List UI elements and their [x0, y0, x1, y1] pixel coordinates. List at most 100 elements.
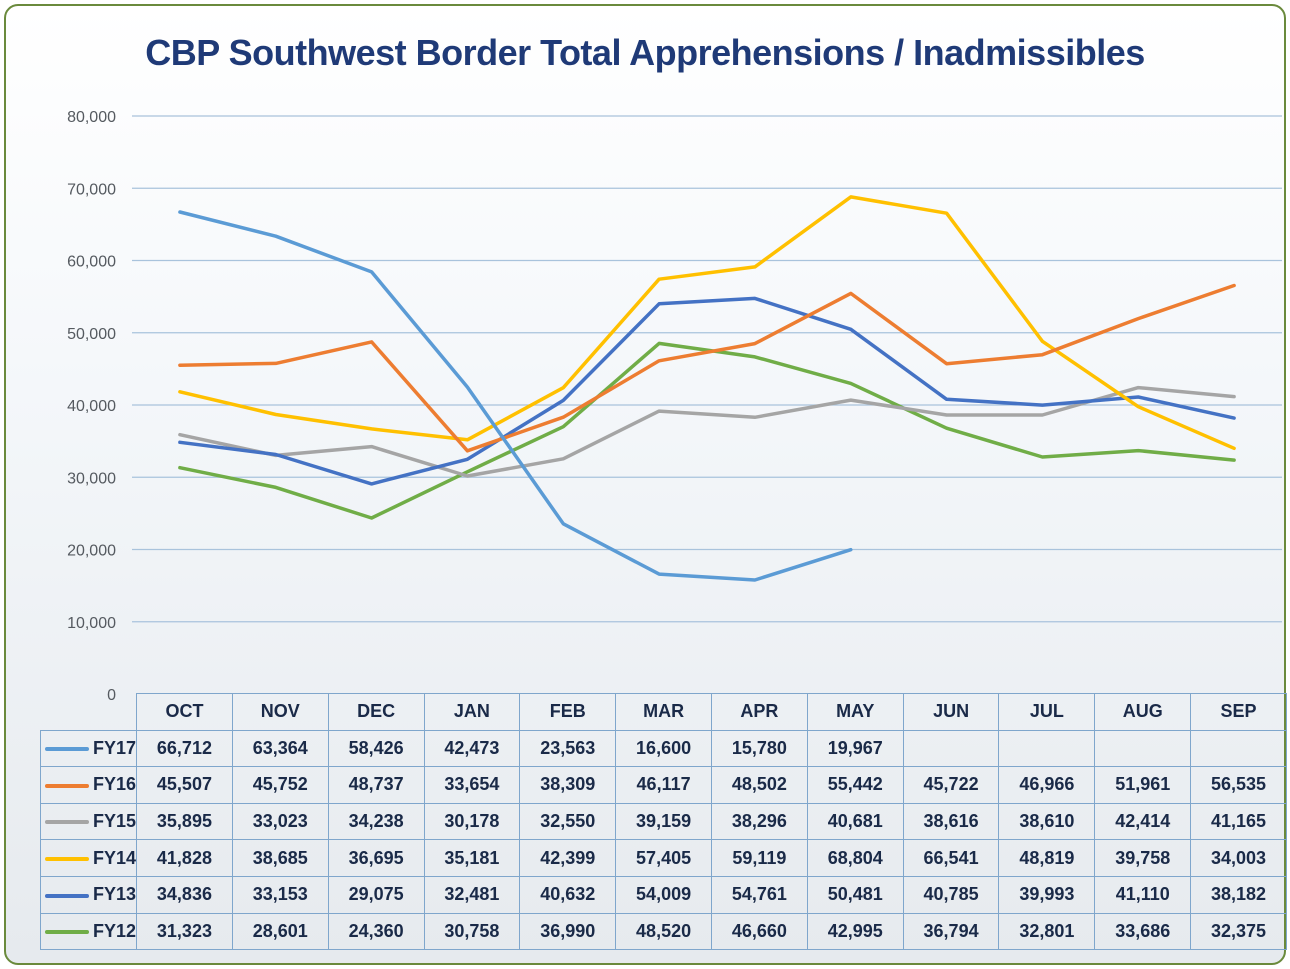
table-cell: 42,473 [423, 729, 521, 768]
table-cell: 35,181 [423, 839, 521, 877]
legend-swatch [45, 930, 89, 935]
category-header: AUG [1094, 693, 1192, 731]
legend-swatch [45, 856, 89, 861]
table-cell: 54,009 [615, 875, 712, 914]
table-cell: 32,375 [1190, 912, 1287, 951]
table-cell: 41,110 [1094, 875, 1192, 914]
legend-swatch [45, 747, 89, 752]
category-header: DEC [327, 693, 425, 731]
table-cell: 32,550 [519, 802, 617, 841]
table-cell: 16,600 [615, 729, 712, 768]
category-header: MAY [806, 693, 904, 731]
table-cell: 50,481 [806, 875, 904, 914]
category-header: JUL [998, 693, 1096, 731]
legend-entry: FY16 [39, 766, 138, 804]
legend-swatch [45, 820, 89, 825]
y-tick-label: 40,000 [67, 398, 116, 415]
table-cell: 48,502 [711, 766, 808, 804]
y-tick-label: 70,000 [67, 181, 116, 198]
series-name: FY12 [93, 920, 137, 941]
table-cell: 28,601 [231, 912, 329, 951]
table-cell: 33,153 [231, 875, 329, 914]
table-cell: 46,660 [711, 912, 808, 951]
series-name: FY16 [93, 774, 137, 795]
table-row: FY13 34,836 33,153 29,075 32,481 40,632 54,009… [39, 875, 1287, 914]
table-cell: 32,481 [423, 875, 521, 914]
table-cell [1094, 729, 1192, 768]
table-cell: 39,993 [998, 875, 1096, 914]
category-header: JUN [902, 693, 1000, 731]
table-cell: 38,182 [1190, 875, 1287, 914]
table-cell: 54,761 [711, 875, 808, 914]
table-cell: 48,819 [998, 839, 1096, 877]
series-line-fy14 [178, 195, 1236, 451]
legend-entry: FY13 [39, 875, 138, 914]
data-table: OCT NOV DEC JAN FEB MAR APR MAY JUN JUL AUG SEP FY1… [39, 693, 1287, 951]
category-header: MAR [615, 693, 712, 731]
table-cell: 33,654 [423, 766, 521, 804]
table-cell: 33,686 [1094, 912, 1192, 951]
table-cell: 30,758 [423, 912, 521, 951]
legend-swatch [45, 783, 89, 788]
series-lines [178, 195, 1236, 582]
category-header: SEP [1190, 693, 1287, 731]
table-cell [902, 729, 1000, 768]
table-cell: 24,360 [327, 912, 425, 951]
table-cell: 51,961 [1094, 766, 1192, 804]
table-cell: 31,323 [136, 912, 233, 951]
category-header: NOV [231, 693, 329, 731]
y-tick-label: 20,000 [67, 543, 116, 560]
table-cell: 63,364 [231, 729, 329, 768]
gridlines [132, 115, 1282, 623]
table-cell: 38,616 [902, 802, 1000, 841]
table-cell: 41,165 [1190, 802, 1287, 841]
series-name: FY15 [93, 811, 137, 832]
table-cell: 46,966 [998, 766, 1096, 804]
series-name: FY13 [93, 884, 137, 905]
table-cell: 57,405 [615, 839, 712, 877]
table-cell: 45,752 [231, 766, 329, 804]
table-row: FY14 41,828 38,685 36,695 35,181 42,399 57,405… [39, 839, 1287, 877]
table-cell: 19,967 [806, 729, 904, 768]
table-cell: 66,541 [902, 839, 1000, 877]
table-cell: 40,632 [519, 875, 617, 914]
table-cell: 38,610 [998, 802, 1096, 841]
category-header: FEB [519, 693, 617, 731]
table-header-row: OCT NOV DEC JAN FEB MAR APR MAY JUN JUL AUG SEP [40, 693, 1287, 731]
y-axis-ticks: 010,00020,00030,00040,00050,00060,00070,… [67, 109, 116, 704]
table-cell: 48,520 [615, 912, 712, 951]
legend-entry: FY17 [39, 729, 138, 768]
y-tick-label: 80,000 [67, 109, 116, 126]
table-cell [1190, 729, 1287, 768]
table-cell: 34,238 [327, 802, 425, 841]
series-name: FY14 [93, 847, 137, 868]
table-cell: 56,535 [1190, 766, 1287, 804]
table-cell: 68,804 [806, 839, 904, 877]
table-cell: 45,507 [136, 766, 233, 804]
table-cell: 36,695 [327, 839, 425, 877]
table-row: FY15 35,895 33,023 34,238 30,178 32,550 39,159… [39, 802, 1287, 841]
table-cell: 38,685 [231, 839, 329, 877]
table-row: FY16 45,507 45,752 48,737 33,654 38,309 46,117… [39, 766, 1287, 804]
y-tick-label: 10,000 [67, 615, 116, 632]
legend-swatch [45, 893, 89, 898]
y-tick-label: 60,000 [67, 254, 116, 271]
category-header: OCT [136, 693, 233, 731]
series-line-fy16 [178, 283, 1236, 453]
table-cell: 40,681 [806, 802, 904, 841]
table-cell: 23,563 [519, 729, 617, 768]
table-cell: 36,794 [902, 912, 1000, 951]
table-row: FY17 66,712 63,364 58,426 42,473 23,563 16,600… [39, 729, 1287, 768]
chart-title: CBP Southwest Border Total Apprehensions… [145, 32, 1145, 73]
table-cell: 48,737 [327, 766, 425, 804]
table-cell: 32,801 [998, 912, 1096, 951]
table-cell: 45,722 [902, 766, 1000, 804]
series-line-fy13 [178, 296, 1236, 486]
table-cell: 46,117 [615, 766, 712, 804]
category-header: JAN [423, 693, 521, 731]
table-cell: 40,785 [902, 875, 1000, 914]
table-cell: 34,003 [1190, 839, 1287, 877]
table-cell: 33,023 [231, 802, 329, 841]
table-cell: 35,895 [136, 802, 233, 841]
